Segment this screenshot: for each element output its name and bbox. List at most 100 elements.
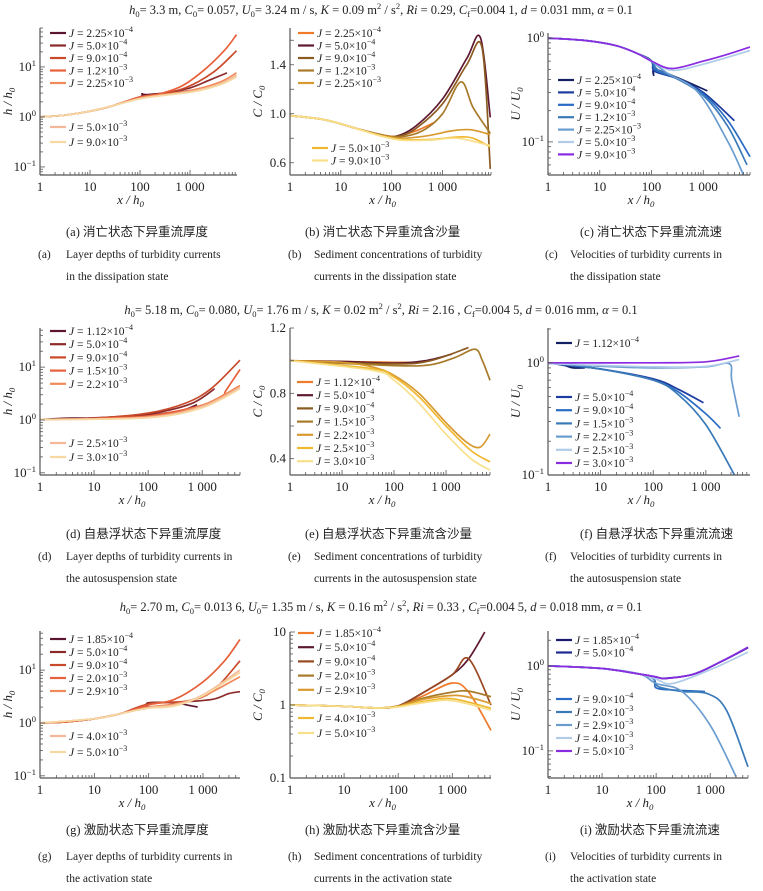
parameter-header: h0= 2.70 m, C0= 0.013 6, U0= 1.35 m / s,…: [120, 598, 643, 616]
legend-var: J: [316, 417, 322, 429]
legend-item: J = 5.0×10−4: [298, 38, 375, 53]
legend-var: J: [69, 326, 75, 338]
legend-label: J = 9.0×10−4: [577, 97, 635, 112]
legend-exp: −3: [366, 414, 375, 423]
caption-en-line: the autosuspension state: [66, 573, 177, 585]
legend-exp: −3: [119, 63, 128, 72]
legend-text: = 1.2×10: [74, 66, 119, 78]
text-part: K: [320, 3, 330, 17]
legend-label: J = 5.0×10−4: [577, 84, 635, 99]
text-part: x / h: [116, 192, 139, 207]
legend-label: J = 9.0×10−4: [316, 400, 374, 415]
x-tick-label: 100: [642, 179, 662, 194]
legend-var: J: [69, 452, 75, 464]
legend-item: J = 5.0×10−4: [50, 336, 127, 351]
legend-var: J: [316, 443, 322, 455]
legend-item: J = 2.25×10−4: [298, 25, 381, 40]
legend-label: J = 5.0×10−3: [577, 134, 635, 149]
legend-label: J = 1.12×10−4: [69, 323, 133, 338]
legend-label: J = 3.0×10−3: [316, 453, 374, 468]
legend-text: = 5.0×10: [321, 390, 366, 402]
legend-exp: −3: [367, 682, 376, 691]
legend-var: J: [575, 707, 581, 719]
legend-var: J: [69, 53, 75, 65]
text-part: h: [120, 600, 126, 614]
legend-exp: −3: [367, 668, 376, 677]
legend-item: J = 5.0×10−3: [558, 134, 635, 149]
caption-en-tag: (f): [545, 551, 557, 563]
y-tick-label: 100: [527, 657, 545, 673]
text-part: 0: [193, 9, 197, 19]
text-part: 2: [377, 1, 381, 11]
legend-exp: −3: [367, 710, 376, 719]
legend-exp: −3: [625, 704, 634, 713]
caption-en-line: Sediment concentrations of turbidity: [314, 851, 483, 863]
legend-var: J: [317, 642, 323, 654]
legend-item: J = 9.0×10−4: [298, 50, 375, 65]
legend-exp: −4: [625, 645, 634, 654]
legend-text: = 2.9×10: [74, 686, 119, 698]
text-part: h / h: [0, 695, 15, 718]
legend-item: J = 3.0×10−3: [297, 453, 374, 468]
text-part: x / h: [118, 795, 141, 810]
caption-en-line: Sediment concentrations of turbidity: [314, 249, 483, 261]
parameter-header: h0= 3.3 m, C0= 0.057, U0= 3.24 m / s, K …: [129, 1, 633, 19]
text-part: 1: [32, 358, 36, 368]
text-part: = 0.02 m: [331, 303, 379, 317]
text-part: = 0.1: [613, 600, 642, 614]
legend-text: = 2.5×10: [321, 443, 366, 455]
legend-exp: −4: [119, 38, 128, 47]
legend-text: = 4.0×10: [322, 713, 367, 725]
text-part: U: [243, 303, 253, 317]
legend-text: = 9.0×10: [580, 694, 625, 706]
y-axis-label: U / U0: [508, 384, 525, 418]
text-part: C / C: [250, 90, 265, 118]
x-tick-label: 1 000: [438, 782, 467, 797]
legend-item: J = 1.12×10−4: [297, 374, 380, 389]
x-tick-label: 100: [139, 782, 159, 797]
text-part: f: [467, 9, 470, 19]
text-part: 0: [139, 199, 144, 209]
legend-var: J: [69, 78, 75, 90]
legend-var: J: [575, 405, 581, 417]
legend-label: J = 9.0×10−4: [575, 402, 633, 417]
text-part: 10: [19, 662, 32, 677]
legend-item: J = 1.12×10−4: [50, 323, 133, 338]
text-part: 2: [402, 598, 406, 608]
legend-text: = 4.0×10: [580, 733, 625, 745]
text-part: 10: [19, 359, 32, 374]
x-tick-label: 10: [593, 179, 606, 194]
legend-text: = 9.0×10: [582, 149, 627, 161]
caption-en-line: Layer depths of turbidity currents in: [66, 851, 233, 863]
legend-item: J = 1.5×10−3: [50, 363, 127, 378]
text-part: = 0.031 mm,: [527, 3, 597, 17]
legend-exp: −4: [372, 25, 381, 34]
legend-exp: −3: [627, 134, 636, 143]
caption-en-line: Layer depths of turbidity currents: [66, 249, 221, 261]
legend: J = 1.12×10−4J = 5.0×10−4J = 9.0×10−4J =…: [297, 374, 380, 468]
legend-label: J = 5.0×10−4: [317, 639, 375, 654]
series-line: [548, 361, 736, 475]
legend-var: J: [69, 379, 75, 391]
text-part: 0: [650, 199, 655, 209]
legend-item: J = 5.0×10−4: [558, 84, 635, 99]
legend-item: J = 5.0×10−4: [50, 644, 127, 659]
legend-var: J: [577, 137, 583, 149]
legend-item: J = 2.5×10−3: [297, 440, 374, 455]
legend-label: J = 9.0×10−4: [317, 50, 375, 65]
legend-label: J = 9.0×10−3: [577, 146, 635, 161]
legend-text: = 3.0×10: [74, 452, 119, 464]
caption-zh: (h) 激励状态下异重流含沙量: [305, 822, 460, 837]
y-axis-label: U / U0: [508, 87, 525, 121]
legend-exp: −3: [367, 725, 376, 734]
legend-var: J: [69, 634, 75, 646]
legend-var: J: [575, 648, 581, 660]
text-part: C: [459, 3, 468, 17]
text-part: 0.6: [270, 155, 287, 170]
x-tick-label: 1: [287, 782, 294, 797]
y-tick-label: 101: [19, 661, 36, 677]
legend-exp: −3: [119, 670, 128, 679]
legend-label: J = 2.5×10−3: [69, 435, 127, 450]
legend-item: J = 9.0×10−4: [297, 400, 374, 415]
